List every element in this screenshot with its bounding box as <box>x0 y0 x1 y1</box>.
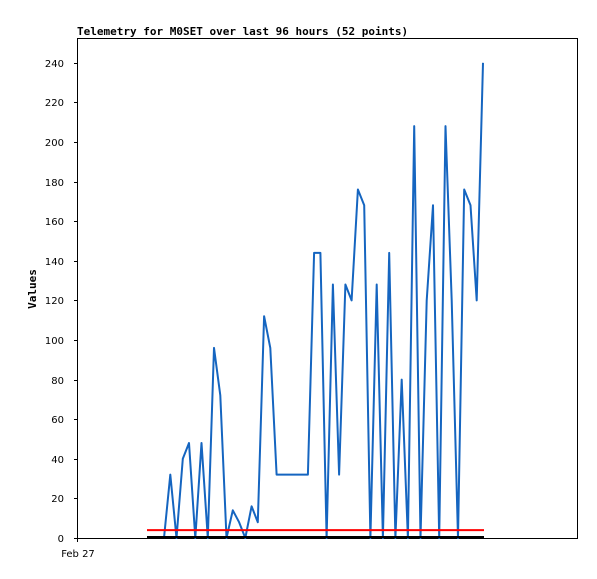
y-axis: 0 20 40 60 80 100 120 140 160 180 200 220 240 <box>45 59 78 545</box>
x-tick-label: Feb 27 <box>61 549 95 560</box>
y-tick-label: 20 <box>51 494 64 505</box>
plot-frame <box>77 38 578 539</box>
y-tick-label: 120 <box>45 296 64 307</box>
chart-title: Telemetry for M0SET over last 96 hours (… <box>77 25 408 38</box>
y-tick-label: 180 <box>45 178 64 189</box>
y-tick-label: 200 <box>45 138 64 149</box>
y-tick-label: 100 <box>45 336 64 347</box>
series-layer <box>147 62 484 539</box>
y-tick-label: 140 <box>45 257 64 268</box>
y-tick-label: 80 <box>51 376 64 387</box>
x-axis: Feb 27 <box>61 538 95 560</box>
y-tick-label: 60 <box>51 415 64 426</box>
y-tick-label: 240 <box>45 59 64 70</box>
telemetry-series-line <box>163 62 484 539</box>
y-tick-label: 160 <box>45 217 64 228</box>
y-tick-label: 40 <box>51 455 64 466</box>
y-tick-label: 0 <box>58 534 64 545</box>
y-tick-label: 220 <box>45 98 64 109</box>
y-axis-label: Values <box>26 269 39 309</box>
